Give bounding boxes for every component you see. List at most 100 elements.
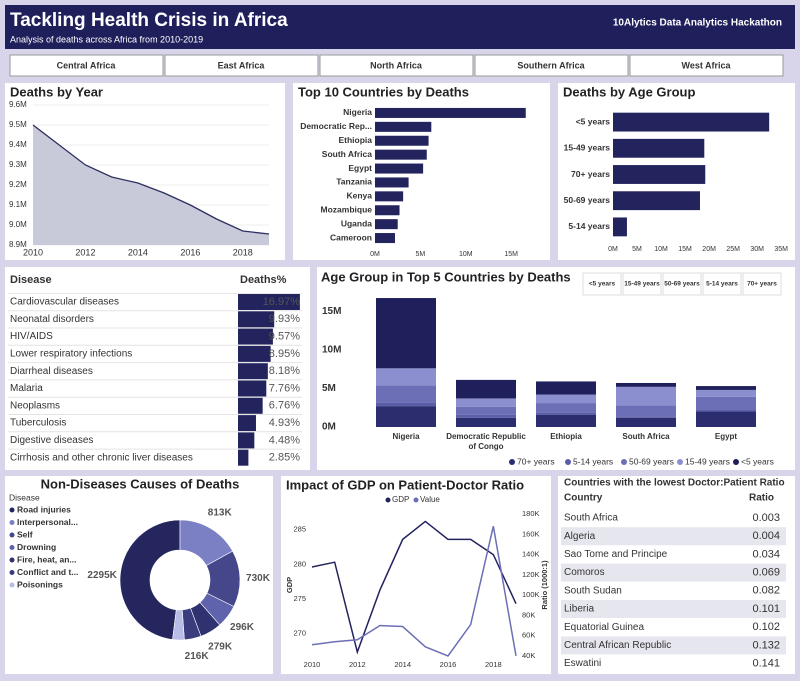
data-bar <box>238 415 256 432</box>
data-bar <box>238 363 268 380</box>
cell: Digestive diseases <box>10 435 93 446</box>
x-tick-label: 15M <box>678 246 692 253</box>
bar <box>375 233 395 244</box>
bar-segment <box>696 411 756 427</box>
tab-label[interactable]: West Africa <box>681 60 731 70</box>
cell: Equatorial Guinea <box>564 622 644 633</box>
bar-segment <box>616 386 676 406</box>
subtitle: Analysis of deaths across Africa from 20… <box>10 34 203 44</box>
x-tick-label: Democratic Republic of Congo <box>446 432 526 451</box>
x-tick-label: 2010 <box>304 660 321 669</box>
y-tick-label: 9.3M <box>9 160 27 169</box>
legend-title: Disease <box>9 492 40 502</box>
tab-label[interactable]: Southern Africa <box>517 60 585 70</box>
tab-label[interactable]: Central Africa <box>57 60 117 70</box>
tab[interactable] <box>164 54 319 77</box>
legend-swatch <box>733 459 739 465</box>
header <box>5 5 795 49</box>
bar-segment <box>456 417 516 427</box>
cell: Eswatini <box>564 658 601 669</box>
bar <box>375 219 398 230</box>
legend-label: Fire, heat, an... <box>17 554 77 564</box>
bar <box>613 191 700 211</box>
slicer-button[interactable] <box>582 272 622 296</box>
bar-segment <box>696 410 756 412</box>
slicer-button[interactable] <box>622 272 662 296</box>
bar-segment <box>456 406 516 415</box>
cell: Malaria <box>10 383 43 394</box>
legend-swatch <box>9 507 15 513</box>
tab[interactable] <box>319 54 474 77</box>
slicer-label[interactable]: <5 years <box>589 281 616 288</box>
bar-segment <box>456 379 516 399</box>
tab-label[interactable]: East Africa <box>218 60 266 70</box>
slicer-button[interactable] <box>702 272 742 296</box>
legend-label: Drowning <box>17 542 56 552</box>
cell: Tuberculosis <box>10 418 66 429</box>
cell: Liberia <box>564 604 594 615</box>
y-tick-label: Nigeria <box>343 107 372 117</box>
y-tick-label: Kenya <box>346 191 372 201</box>
x-tick-label: 2016 <box>180 247 200 257</box>
chart-title: Deaths by Year <box>10 84 103 99</box>
bar-segment <box>376 406 436 427</box>
y-tick-label: 0M <box>322 422 336 433</box>
bar-segment <box>616 416 676 418</box>
cell-value: 8.18% <box>269 365 300 377</box>
tab-label[interactable]: North Africa <box>370 60 423 70</box>
cell: Lower respiratory infections <box>10 349 132 360</box>
tab[interactable] <box>474 54 629 77</box>
slicer-button[interactable] <box>662 272 702 296</box>
bar-segment <box>616 417 676 427</box>
chart-title: Non-Diseases Causes of Deaths <box>41 476 240 491</box>
bar-segment <box>696 386 756 390</box>
slicer-label[interactable]: 5-14 years <box>706 281 738 288</box>
bar-segment <box>536 394 596 404</box>
bar <box>613 217 627 237</box>
slicer-label[interactable]: 70+ years <box>747 281 777 288</box>
bar-segment <box>456 414 516 418</box>
data-label: 813K <box>208 508 233 519</box>
x-tick-label: Egypt <box>715 432 738 441</box>
cell-value: 16.97% <box>263 296 301 308</box>
chart-title: Age Group in Top 5 Countries by Deaths <box>321 269 571 284</box>
y-tick-label: 50-69 years <box>564 195 611 205</box>
cell: Central African Republic <box>564 640 671 651</box>
donut-slice <box>119 519 181 640</box>
cell: HIV/AIDS <box>10 331 53 342</box>
x-tick-label: Nigeria <box>392 432 420 441</box>
x-tick-label: 35M <box>774 246 788 253</box>
bar-segment <box>616 382 676 387</box>
cell: 0.141 <box>752 658 780 670</box>
legend-label: Poisonings <box>17 579 63 589</box>
legend-swatch <box>621 459 627 465</box>
y-tick-label: 15M <box>322 306 341 317</box>
tab[interactable] <box>9 54 164 77</box>
y2-tick-label: 60K <box>522 631 535 640</box>
column-header: Ratio <box>749 493 774 504</box>
legend-label: Conflict and t... <box>17 567 78 577</box>
slicer-label[interactable]: 50-69 years <box>664 281 700 288</box>
y-tick-label: South Africa <box>322 149 372 159</box>
cell-value: 2.85% <box>269 452 300 464</box>
row-band <box>561 636 786 655</box>
data-label: 279K <box>208 642 233 653</box>
x-tick-label: 5M <box>416 251 426 258</box>
legend-label: 50-69 years <box>629 456 674 466</box>
y2-tick-label: 80K <box>522 610 535 619</box>
slicer-button[interactable] <box>742 272 782 296</box>
y-tick-label: Mozambique <box>321 205 373 215</box>
row-band <box>561 527 786 546</box>
y-tick-label: Ethiopia <box>338 135 372 145</box>
tab[interactable] <box>629 54 784 77</box>
data-bar <box>238 449 249 466</box>
y-tick-label: 280 <box>293 559 306 568</box>
cell-value: 9.93% <box>269 313 300 325</box>
title: Tackling Health Crisis in Africa <box>10 10 288 31</box>
slicer-label[interactable]: 15-49 years <box>624 281 660 288</box>
y-tick-label: <5 years <box>576 116 611 126</box>
legend-label: 5-14 years <box>573 456 613 466</box>
legend-swatch <box>9 557 15 563</box>
y-tick-label: 9.1M <box>9 200 27 209</box>
